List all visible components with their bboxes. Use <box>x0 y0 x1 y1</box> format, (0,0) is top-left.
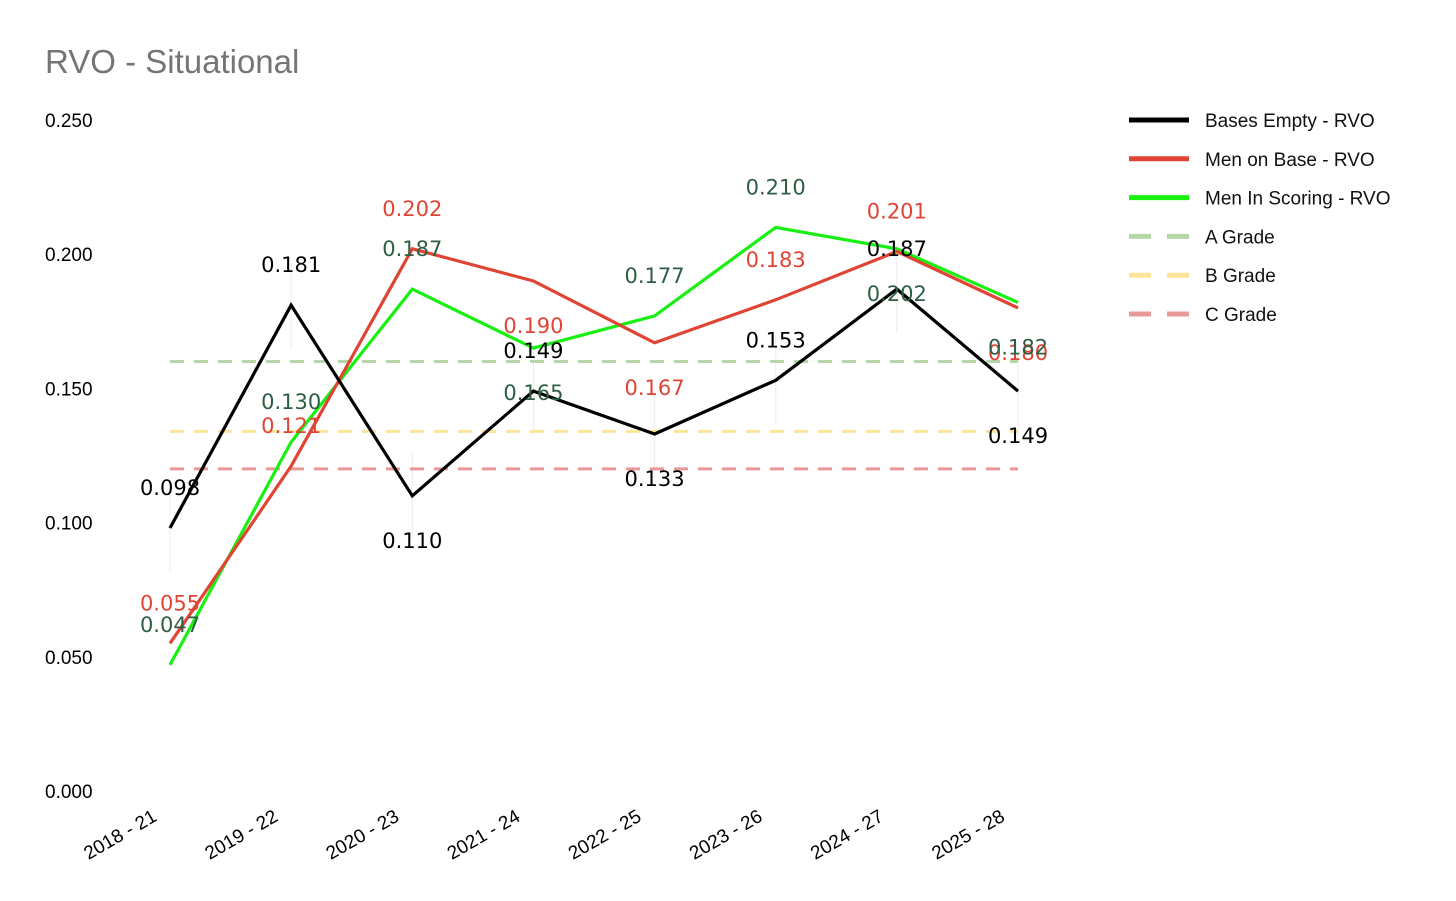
x-tick-label: 2018 - 21 <box>80 806 160 864</box>
data-label: 0.098 <box>140 476 200 500</box>
data-label: 0.187 <box>867 237 927 261</box>
series-lines <box>168 225 1020 666</box>
x-tick-label: 2019 - 22 <box>202 806 282 864</box>
y-tick-label: 0.050 <box>45 648 93 669</box>
data-label: 0.153 <box>746 328 806 352</box>
x-tick-label: 2024 - 27 <box>807 806 887 864</box>
legend-label: A Grade <box>1205 227 1275 248</box>
reference-lines <box>170 360 1018 471</box>
series-line <box>168 225 1019 666</box>
data-label: 0.177 <box>625 264 685 288</box>
data-label: 0.190 <box>503 314 563 338</box>
legend-label: Bases Empty - RVO <box>1205 111 1375 132</box>
data-label: 0.110 <box>382 529 442 553</box>
data-label: 0.202 <box>382 197 442 221</box>
y-tick-label: 0.150 <box>45 379 93 400</box>
data-label: 0.149 <box>503 339 563 363</box>
legend: Bases Empty - RVO Men on Base - RVO Men In… <box>1129 111 1391 326</box>
data-label: 0.210 <box>746 175 806 199</box>
y-tick-label: 0.000 <box>45 782 93 803</box>
x-tick-label: 2025 - 28 <box>928 806 1008 864</box>
y-tick-label: 0.250 <box>45 111 93 132</box>
data-label: 0.183 <box>746 248 806 272</box>
data-label: 0.187 <box>382 237 442 261</box>
data-labels: 0.098 0.181 0.110 0.149 0.133 0.153 0.187 0.149… <box>140 175 1048 636</box>
chart-title: RVO - Situational <box>45 43 299 80</box>
legend-label: C Grade <box>1205 305 1277 326</box>
x-tick-label: 2020 - 23 <box>323 806 403 864</box>
data-label: 0.055 <box>140 591 200 615</box>
data-label: 0.181 <box>261 253 321 277</box>
data-label: 0.167 <box>625 376 685 400</box>
x-tick-label: 2021 - 24 <box>444 806 524 865</box>
data-label: 0.165 <box>503 381 563 405</box>
series-line <box>168 287 1020 529</box>
legend-label: B Grade <box>1205 266 1276 287</box>
x-tick-label: 2023 - 26 <box>686 806 766 864</box>
y-tick-label: 0.200 <box>45 245 93 266</box>
data-label: 0.133 <box>625 467 685 491</box>
data-label: 0.180 <box>988 341 1048 365</box>
data-label: 0.047 <box>140 613 200 637</box>
y-axis: 0.000 0.050 0.100 0.150 0.200 0.250 <box>45 111 93 803</box>
data-label: 0.121 <box>261 414 321 438</box>
data-label: 0.201 <box>867 200 927 224</box>
series-line <box>168 246 1019 645</box>
data-label: 0.130 <box>261 390 321 414</box>
x-axis: 2018 - 21 2019 - 22 2020 - 23 2021 - 24 2022… <box>80 806 1008 865</box>
x-tick-label: 2022 - 25 <box>565 806 645 864</box>
data-label: 0.149 <box>988 424 1048 448</box>
data-label: 0.182 <box>988 336 1048 360</box>
legend-label: Men on Base - RVO <box>1205 150 1375 171</box>
legend-label: Men In Scoring - RVO <box>1205 189 1391 210</box>
data-label: 0.202 <box>867 282 927 306</box>
y-tick-label: 0.100 <box>45 514 93 535</box>
